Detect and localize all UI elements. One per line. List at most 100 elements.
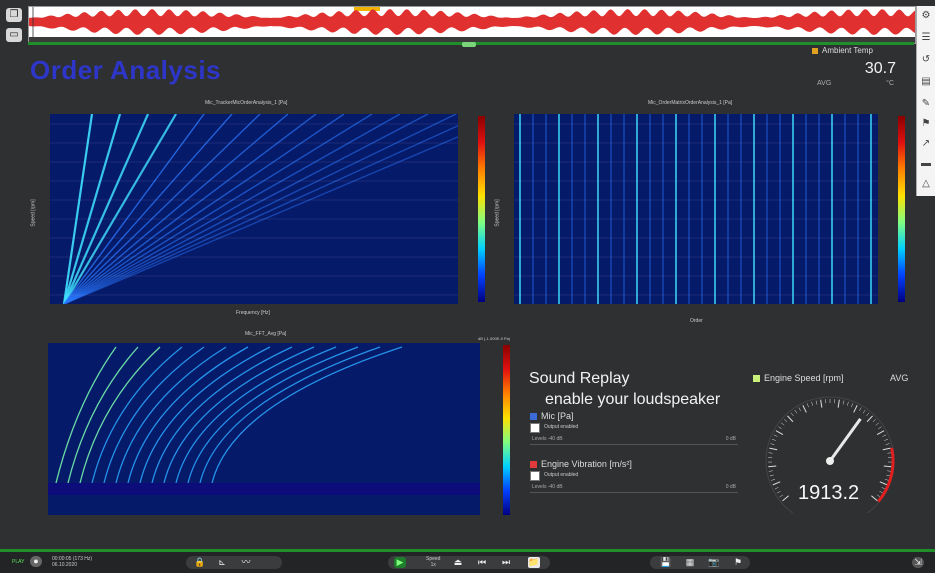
gauge-tick [878, 426, 882, 430]
output-enabled-label: Output enabled [544, 472, 579, 478]
triangle-icon[interactable]: △ [922, 178, 930, 189]
order-curve [91, 346, 183, 484]
page-title: Order Analysis [30, 55, 222, 85]
order-line [63, 114, 457, 304]
cursor-icon[interactable]: ⊾ [218, 557, 226, 567]
grid-icon[interactable]: ▦ [685, 557, 695, 567]
gauge-avg: AVG [890, 373, 909, 383]
gauge-tick [879, 490, 884, 494]
colormap-plot-3[interactable] [48, 343, 480, 515]
channel-mic: Mic [Pa] Output enabled Levels -40 dB 0 … [530, 411, 738, 449]
plot2-canvas [514, 114, 878, 304]
gauge-tick [842, 400, 845, 405]
order-line [62, 114, 150, 304]
layers-icon[interactable]: ❐ [6, 8, 22, 22]
camera-icon[interactable]: 📷 [708, 557, 720, 567]
channel-name: Mic [Pa] [541, 411, 574, 421]
speed-line1: Speed [426, 556, 441, 562]
plot1-ylabel: Speed [rpm] [30, 199, 37, 227]
clock-line1: 00:00:05 (173 Hz) [52, 556, 93, 562]
order-line [63, 136, 458, 304]
order-curve [79, 346, 161, 484]
colormap-plot-1[interactable] [50, 114, 458, 304]
record-icon[interactable]: ● [30, 556, 42, 567]
window-icon[interactable]: ▭ [6, 28, 22, 42]
list-icon[interactable]: ☰ [921, 32, 931, 43]
order-curve [127, 346, 249, 484]
order-line [63, 114, 261, 304]
plot3-canvas [48, 346, 480, 495]
output-enabled-checkbox[interactable] [530, 471, 540, 481]
gauge-tick [881, 487, 886, 490]
order-line [62, 114, 94, 304]
order-line [63, 114, 177, 304]
low-frequency-band [48, 483, 480, 495]
expand-icon[interactable]: ⇲ [912, 557, 924, 568]
save-icon[interactable]: 💾 [660, 557, 672, 567]
order-curve [163, 346, 315, 484]
play-icon[interactable]: ▶ [394, 557, 406, 568]
skip-forward-icon[interactable]: ⏭ [501, 557, 511, 567]
gauge-tick [768, 465, 777, 468]
plot1-canvas [50, 114, 458, 304]
curve-icon[interactable]: 〰 [241, 557, 251, 567]
gauge-tick [871, 495, 878, 502]
flag-icon[interactable]: ⚑ [921, 118, 931, 129]
gauge-tick [876, 430, 885, 435]
order-line [63, 114, 345, 304]
gauge-tick [811, 401, 813, 406]
clock-line2: 06.10.2020 [52, 562, 78, 568]
plot1-xlabel: Frequency [Hz] [236, 310, 270, 316]
level-label: Levels -40 dB [532, 436, 563, 442]
report-icon[interactable]: ▤ [921, 76, 931, 87]
right-toolbar: ⚙ ☰ ↺ ▤ ✎ ⚑ ↗ ▬ △ [916, 6, 935, 196]
engine-speed-gauge [765, 396, 895, 513]
gauge-red-zone [877, 447, 895, 503]
ambient-avg: AVG [817, 80, 832, 87]
monitor-icon[interactable]: ▬ [921, 158, 931, 169]
gauge-tick [879, 481, 888, 486]
channel-color-swatch [530, 461, 537, 469]
gauge-tick [775, 430, 784, 435]
gauge-tick [884, 438, 889, 441]
gauge-tick [887, 470, 892, 472]
gauge-label: Engine Speed [rpm] [753, 373, 844, 383]
order-curve [103, 346, 205, 484]
colormap-plot-2[interactable] [514, 114, 878, 304]
export-icon[interactable]: ↗ [921, 138, 931, 149]
order-curve [211, 346, 403, 484]
output-enabled-checkbox[interactable] [530, 423, 540, 433]
plot3-title: Mic_FFT_Avg [Pa] [245, 331, 287, 337]
flag-icon[interactable]: ⚑ [733, 557, 743, 567]
overview-collapse-handle[interactable] [462, 42, 476, 47]
folder-icon[interactable]: 📁 [528, 557, 540, 568]
order-line [63, 124, 458, 304]
gauge-value: 1913.2 [798, 482, 860, 504]
eject-icon[interactable]: ⏏ [453, 557, 463, 567]
ambient-color-swatch [812, 47, 818, 54]
gauge-tick [771, 479, 776, 481]
tag-icon[interactable]: ✎ [921, 98, 931, 109]
gauge-tick [882, 447, 891, 451]
overview-waveform[interactable] [28, 6, 916, 44]
gauge-tick [787, 415, 794, 423]
lock-icon[interactable]: 🔒 [194, 557, 206, 567]
order-curve [115, 346, 227, 484]
gauge-label-text: Engine Speed [rpm] [764, 373, 844, 383]
clock-readout: 00:00:05 (173 Hz) 06.10.2020 [52, 556, 92, 568]
transport-group [388, 556, 550, 569]
plot3-colorbar [503, 345, 510, 515]
waveform-graph [29, 7, 915, 37]
output-enabled-label: Output enabled [544, 424, 579, 430]
ambient-unit: °C [886, 80, 894, 87]
history-icon[interactable]: ↺ [921, 54, 931, 65]
gauge-tick [884, 479, 889, 481]
status-green-line [0, 549, 935, 552]
ambient-value: 30.7 [864, 60, 896, 77]
gauge-tick [778, 426, 782, 430]
skip-back-icon[interactable]: ⏮ [477, 557, 487, 567]
gear-icon[interactable]: ⚙ [921, 10, 931, 21]
gauge-tick [768, 452, 773, 454]
overview-timeline [29, 37, 915, 43]
